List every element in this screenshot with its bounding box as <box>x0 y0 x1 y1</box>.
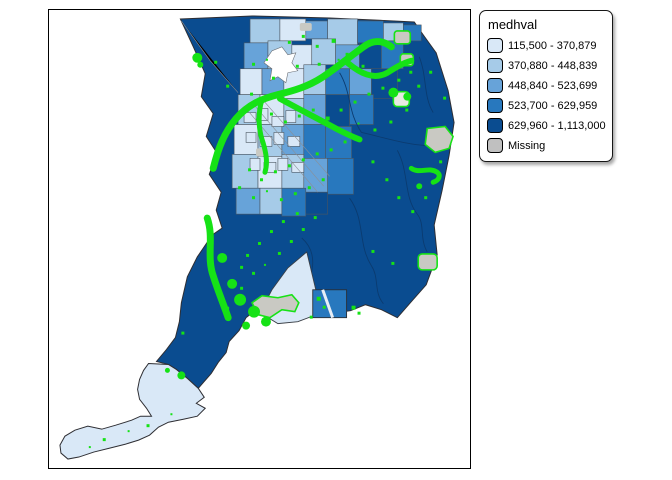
legend-swatch-class1[interactable] <box>487 38 503 53</box>
legend-swatch-class5[interactable] <box>487 118 503 133</box>
tail-region <box>59 362 207 460</box>
legend-item: 448,840 - 523,699 <box>487 78 605 93</box>
legend-panel: medhval 115,500 - 370,879 370,880 - 448,… <box>479 10 613 162</box>
legend-item-label: 629,960 - 1,113,000 <box>508 119 606 132</box>
legend-item-label: 448,840 - 523,699 <box>508 79 598 92</box>
legend-swatch-class4[interactable] <box>487 98 503 113</box>
legend-item: 629,960 - 1,113,000 <box>487 118 606 133</box>
legend-item-label: 523,700 - 629,959 <box>508 99 598 112</box>
choropleth-map <box>59 15 455 460</box>
legend-title: medhval <box>488 17 538 32</box>
legend-item: 115,500 - 370,879 <box>487 38 605 53</box>
blue-square-tract <box>312 289 348 319</box>
legend-item: 523,700 - 629,959 <box>487 98 605 113</box>
legend-item-label: 115,500 - 370,879 <box>508 39 597 52</box>
legend-swatch-class3[interactable] <box>487 78 503 93</box>
park-dots <box>88 34 447 449</box>
parks-overlay <box>164 38 442 380</box>
legend-swatch-class2[interactable] <box>487 58 503 73</box>
missing-patches <box>251 22 454 319</box>
legend-item: Missing <box>487 138 605 153</box>
legend-swatch-missing[interactable] <box>487 138 503 153</box>
map-canvas[interactable] <box>48 9 471 469</box>
legend-item-label: 370,880 - 448,839 <box>508 59 598 72</box>
legend-item: 370,880 - 448,839 <box>487 58 605 73</box>
legend-item-label: Missing <box>508 139 546 152</box>
lake-area <box>263 46 299 84</box>
